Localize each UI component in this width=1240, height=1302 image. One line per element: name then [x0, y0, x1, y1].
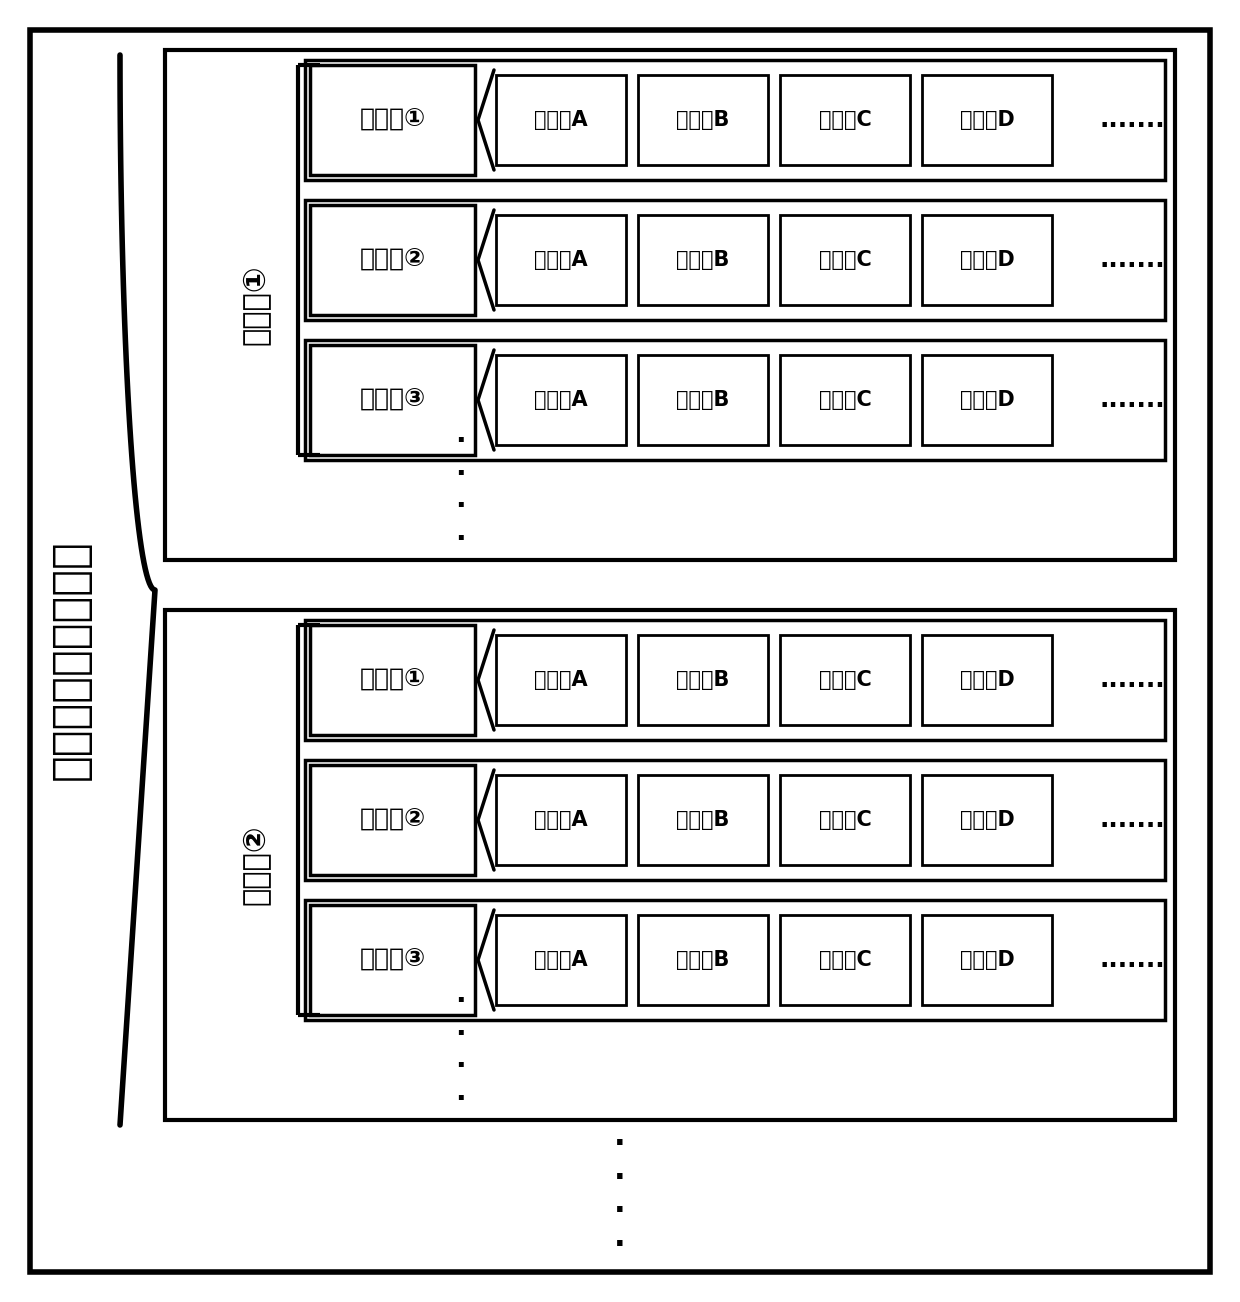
- Bar: [923, 635, 1052, 725]
- Text: .......: .......: [1099, 668, 1164, 691]
- Text: 开关量A: 开关量A: [534, 810, 588, 829]
- Text: 开关量B: 开关量B: [676, 250, 729, 270]
- Bar: [923, 76, 1052, 165]
- Text: 开关量B: 开关量B: [676, 391, 729, 410]
- Bar: [923, 775, 1052, 865]
- Bar: [639, 775, 768, 865]
- Text: 开关量D: 开关量D: [960, 391, 1014, 410]
- Bar: [780, 355, 910, 445]
- Text: 开关量B: 开关量B: [676, 950, 729, 970]
- Text: ·
·
·
·: · · · ·: [455, 427, 465, 552]
- Text: 开关量D: 开关量D: [960, 109, 1014, 130]
- Text: 开关量B: 开关量B: [676, 671, 729, 690]
- Text: 开关量C: 开关量C: [818, 810, 872, 829]
- Bar: [639, 915, 768, 1005]
- Text: 监控层②: 监控层②: [241, 824, 269, 905]
- Text: .......: .......: [1099, 948, 1164, 973]
- Bar: [310, 625, 475, 736]
- Bar: [923, 915, 1052, 1005]
- Bar: [310, 204, 475, 315]
- Bar: [310, 65, 475, 174]
- Bar: [639, 76, 768, 165]
- Text: 开关量B: 开关量B: [676, 810, 729, 829]
- Bar: [305, 760, 1166, 880]
- Text: 监控层①: 监控层①: [241, 264, 269, 345]
- Text: ·
·
·
·: · · · ·: [455, 987, 465, 1113]
- Text: .......: .......: [1099, 388, 1164, 411]
- Text: 现场层③: 现场层③: [360, 948, 425, 973]
- Bar: [496, 635, 626, 725]
- Text: 开关量A: 开关量A: [534, 109, 588, 130]
- Bar: [496, 355, 626, 445]
- Text: 现场层③: 现场层③: [360, 388, 425, 411]
- Bar: [496, 76, 626, 165]
- Text: 现场层②: 现场层②: [360, 247, 425, 272]
- Text: 开关量D: 开关量D: [960, 671, 1014, 690]
- Bar: [165, 611, 1176, 1120]
- Bar: [310, 905, 475, 1016]
- Text: 开关量C: 开关量C: [818, 671, 872, 690]
- Bar: [305, 201, 1166, 320]
- Bar: [639, 355, 768, 445]
- Bar: [780, 775, 910, 865]
- Text: 现场层①: 现场层①: [360, 668, 425, 691]
- Bar: [780, 215, 910, 305]
- Text: 开关量A: 开关量A: [534, 250, 588, 270]
- Bar: [639, 215, 768, 305]
- Text: 开关量D: 开关量D: [960, 250, 1014, 270]
- Bar: [310, 345, 475, 454]
- Text: 现场层②: 现场层②: [360, 809, 425, 832]
- Bar: [496, 915, 626, 1005]
- Text: 开关量C: 开关量C: [818, 250, 872, 270]
- Text: 开关量A: 开关量A: [534, 671, 588, 690]
- Bar: [639, 635, 768, 725]
- Text: .......: .......: [1099, 247, 1164, 272]
- Text: 开关量D: 开关量D: [960, 950, 1014, 970]
- Text: 开关量D: 开关量D: [960, 810, 1014, 829]
- Text: ·
·
·
·: · · · ·: [614, 1130, 626, 1260]
- Text: .......: .......: [1099, 108, 1164, 132]
- Text: 现场层①: 现场层①: [360, 108, 425, 132]
- Text: .......: .......: [1099, 809, 1164, 832]
- Text: 开关量B: 开关量B: [676, 109, 729, 130]
- Bar: [923, 215, 1052, 305]
- Bar: [780, 915, 910, 1005]
- Bar: [780, 635, 910, 725]
- Text: 开关量C: 开关量C: [818, 391, 872, 410]
- Text: 开关量A: 开关量A: [534, 391, 588, 410]
- Text: 开关量C: 开关量C: [818, 109, 872, 130]
- Bar: [305, 340, 1166, 460]
- Bar: [305, 620, 1166, 740]
- Text: 开关量C: 开关量C: [818, 950, 872, 970]
- Bar: [923, 355, 1052, 445]
- Bar: [305, 900, 1166, 1019]
- Bar: [496, 215, 626, 305]
- Bar: [310, 766, 475, 875]
- Text: 管理层（人机终端）: 管理层（人机终端）: [48, 539, 92, 780]
- Text: 开关量A: 开关量A: [534, 950, 588, 970]
- Bar: [305, 60, 1166, 180]
- Bar: [780, 76, 910, 165]
- Bar: [165, 49, 1176, 560]
- Bar: [496, 775, 626, 865]
